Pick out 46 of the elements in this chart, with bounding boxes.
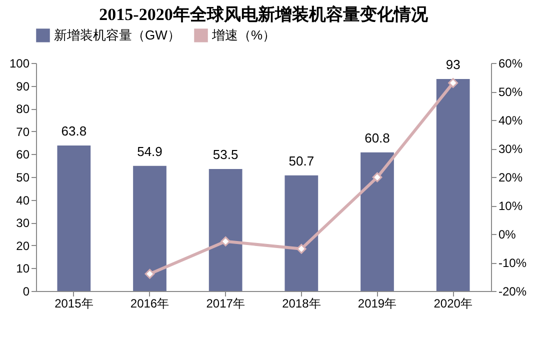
point	[296, 244, 306, 254]
data-label: 63.8	[61, 124, 87, 139]
y-tick-label: 20	[16, 238, 30, 253]
y-tick-label: 0	[22, 284, 30, 298]
x-tick-label: 2020年	[434, 296, 472, 310]
legend-label: 新增装机容量（GW）	[54, 27, 180, 42]
legend-label: 增速（%）	[211, 27, 276, 42]
point	[220, 236, 231, 246]
y2-tick-label: 0%	[498, 228, 516, 242]
y-tick-label: 100	[9, 56, 30, 70]
bar	[57, 146, 91, 291]
y-tick-label: 40	[16, 193, 30, 208]
y-tick-label: 80	[16, 102, 30, 116]
y2-tick-label: -10%	[498, 256, 527, 270]
bar	[133, 166, 166, 291]
y-tick-label: 70	[16, 124, 30, 139]
chart-title: 2015-2020年全球风电新增装机容量变化情况	[99, 5, 429, 24]
y-tick-label: 50	[16, 170, 30, 184]
data-label: 93	[446, 56, 460, 72]
x-tick-label: 2018年	[282, 296, 321, 310]
point	[144, 268, 155, 279]
y-tick-label: 30	[16, 216, 30, 230]
y2-tick-label: 20%	[498, 170, 523, 184]
y2-tick-label: 50%	[498, 85, 523, 99]
x-tick-label: 2019年	[358, 296, 397, 310]
point	[372, 172, 382, 182]
data-label: 53.5	[212, 147, 238, 162]
bar	[436, 78, 470, 291]
data-label: 60.8	[364, 130, 390, 146]
y-tick-label: 10	[16, 262, 30, 276]
y2-tick-label: 30%	[498, 142, 523, 156]
point	[448, 78, 458, 88]
y-tick-label: 60	[16, 148, 30, 162]
bar	[208, 169, 242, 291]
bar	[284, 175, 318, 291]
y2-tick-label: 10%	[498, 199, 523, 213]
x-tick-label: 2017年	[206, 296, 245, 310]
bar	[360, 152, 394, 291]
y2-tick-label: 60%	[498, 56, 523, 70]
y-tick-label: 90	[16, 79, 30, 94]
y2-tick-label: -20%	[498, 284, 527, 298]
x-tick-label: 2015年	[54, 296, 94, 310]
data-label: 50.7	[288, 153, 314, 168]
data-label: 54.9	[137, 144, 162, 159]
y2-tick-label: 40%	[498, 114, 523, 128]
x-tick-label: 2016年	[130, 296, 170, 310]
